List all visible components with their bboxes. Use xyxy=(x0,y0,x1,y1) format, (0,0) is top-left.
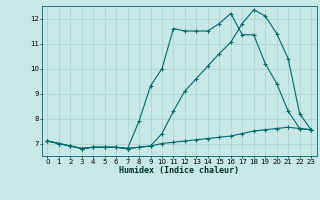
X-axis label: Humidex (Indice chaleur): Humidex (Indice chaleur) xyxy=(119,166,239,175)
